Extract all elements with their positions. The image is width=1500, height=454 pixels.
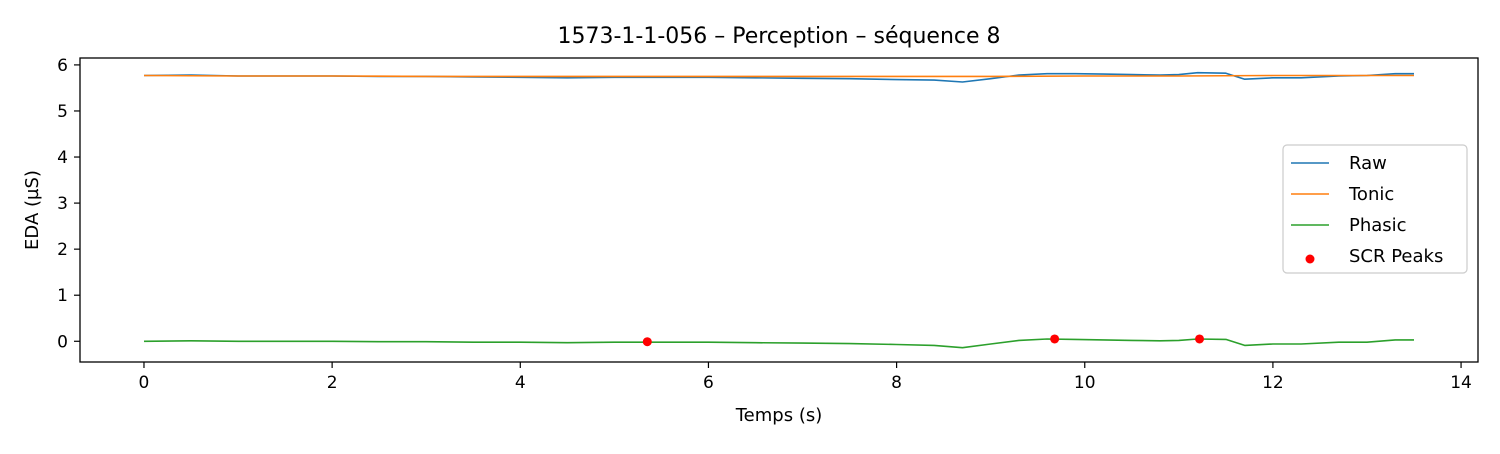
plot-frame <box>79 57 1479 363</box>
x-axis-label: Temps (s) <box>735 405 823 426</box>
x-axis: 0 2 4 6 8 10 12 14 <box>139 362 1472 393</box>
y-tick-label: 4 <box>57 148 68 168</box>
legend-label-tonic: Tonic <box>1348 184 1394 205</box>
x-tick-label: 6 <box>703 373 714 393</box>
y-tick-label: 0 <box>57 332 68 352</box>
plot-area <box>143 71 1414 349</box>
y-tick-label: 2 <box>57 240 68 260</box>
scr-peak-point <box>1050 334 1060 344</box>
y-axis-label: EDA (µS) <box>22 170 43 250</box>
x-tick-label: 14 <box>1450 373 1472 393</box>
legend-swatch-scr-peaks <box>1305 254 1315 264</box>
scr-peak-point <box>1195 334 1205 344</box>
y-tick-label: 3 <box>57 194 68 214</box>
legend-label-raw: Raw <box>1349 153 1387 174</box>
legend-label-phasic: Phasic <box>1349 215 1407 236</box>
x-tick-label: 8 <box>891 373 902 393</box>
x-tick-label: 2 <box>327 373 338 393</box>
chart-title: 1573-1-1-056 – Perception – séquence 8 <box>557 24 1000 49</box>
scr-peak-point <box>642 337 652 347</box>
x-tick-label: 4 <box>515 373 526 393</box>
legend-box <box>1282 144 1468 274</box>
series-line-phasic <box>143 338 1414 349</box>
series-line-raw <box>143 71 1414 83</box>
x-tick-label: 0 <box>139 373 150 393</box>
series-line-tonic <box>143 74 1414 78</box>
y-axis: 0 1 2 3 4 5 6 <box>57 56 80 352</box>
y-tick-label: 6 <box>57 56 68 76</box>
y-tick-label: 1 <box>57 286 68 306</box>
legend-label-scr-peaks: SCR Peaks <box>1349 246 1443 267</box>
x-tick-label: 12 <box>1262 373 1284 393</box>
legend: Raw Tonic Phasic SCR Peaks <box>1282 144 1468 274</box>
y-tick-label: 5 <box>57 102 68 122</box>
x-tick-label: 10 <box>1074 373 1096 393</box>
